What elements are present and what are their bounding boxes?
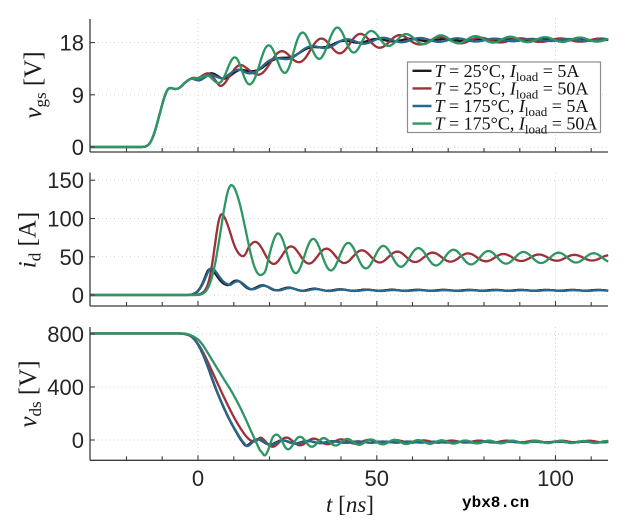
svg-text:0: 0 xyxy=(72,283,84,308)
svg-text:400: 400 xyxy=(47,375,84,400)
svg-text:0: 0 xyxy=(192,466,204,491)
svg-text:50: 50 xyxy=(60,245,84,270)
svg-text:vgs [V]: vgs [V] xyxy=(20,51,50,118)
svg-text:0: 0 xyxy=(72,135,84,160)
svg-text:50: 50 xyxy=(365,466,389,491)
svg-text:vds [V]: vds [V] xyxy=(15,360,45,427)
svg-text:T = 25°C, Iload = 5A: T = 25°C, Iload = 5A xyxy=(435,61,580,84)
svg-text:t [ns]: t [ns] xyxy=(326,492,374,517)
svg-text:ybx8.cn: ybx8.cn xyxy=(462,494,529,512)
svg-text:T = 175°C, Iload = 50A: T = 175°C, Iload = 50A xyxy=(435,114,598,137)
svg-text:T = 175°C, Iload = 5A: T = 175°C, Iload = 5A xyxy=(435,96,589,119)
svg-text:T = 25°C, Iload = 50A: T = 25°C, Iload = 50A xyxy=(435,78,589,101)
svg-text:100: 100 xyxy=(537,466,574,491)
svg-text:9: 9 xyxy=(72,83,84,108)
svg-text:800: 800 xyxy=(47,322,84,347)
svg-text:100: 100 xyxy=(47,207,84,232)
svg-text:id [A]: id [A] xyxy=(15,212,45,268)
svg-text:18: 18 xyxy=(60,31,84,56)
svg-text:150: 150 xyxy=(47,168,84,193)
svg-text:0: 0 xyxy=(72,428,84,453)
